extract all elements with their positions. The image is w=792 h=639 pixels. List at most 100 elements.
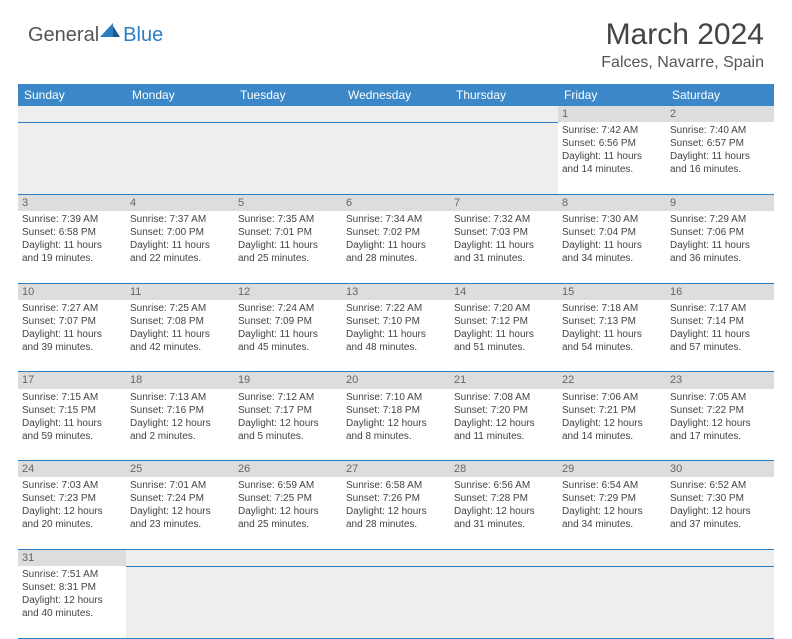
daylight-line-1: Daylight: 11 hours: [670, 150, 770, 163]
sunset-line: Sunset: 7:24 PM: [130, 492, 230, 505]
sunset-line: Sunset: 7:20 PM: [454, 404, 554, 417]
daylight-line-2: and 34 minutes.: [562, 518, 662, 531]
daylight-line-1: Daylight: 12 hours: [346, 505, 446, 518]
sunrise-line: Sunrise: 6:56 AM: [454, 479, 554, 492]
day-number-cell: 6: [342, 194, 450, 211]
sunset-line: Sunset: 7:14 PM: [670, 315, 770, 328]
day-content-cell: Sunrise: 7:12 AMSunset: 7:17 PMDaylight:…: [234, 389, 342, 461]
daylight-line-2: and 14 minutes.: [562, 163, 662, 176]
sunrise-line: Sunrise: 7:51 AM: [22, 568, 122, 581]
day-number-cell: 31: [18, 549, 126, 566]
day-content-cell: Sunrise: 7:20 AMSunset: 7:12 PMDaylight:…: [450, 300, 558, 372]
day-content-cell: Sunrise: 7:30 AMSunset: 7:04 PMDaylight:…: [558, 211, 666, 283]
day-number-cell: [450, 549, 558, 566]
sunset-line: Sunset: 7:17 PM: [238, 404, 338, 417]
sunrise-line: Sunrise: 7:37 AM: [130, 213, 230, 226]
sunrise-line: Sunrise: 7:29 AM: [670, 213, 770, 226]
day-content-cell: [126, 122, 234, 194]
day-content-cell: Sunrise: 7:15 AMSunset: 7:15 PMDaylight:…: [18, 389, 126, 461]
sunset-line: Sunset: 7:09 PM: [238, 315, 338, 328]
weekday-header: Friday: [558, 84, 666, 106]
sunrise-line: Sunrise: 7:12 AM: [238, 391, 338, 404]
sunrise-line: Sunrise: 7:18 AM: [562, 302, 662, 315]
sunset-line: Sunset: 6:56 PM: [562, 137, 662, 150]
sunset-line: Sunset: 7:21 PM: [562, 404, 662, 417]
day-content-cell: [18, 122, 126, 194]
sunrise-line: Sunrise: 7:34 AM: [346, 213, 446, 226]
header: General Blue March 2024 Falces, Navarre,…: [0, 0, 792, 78]
sunrise-line: Sunrise: 7:42 AM: [562, 124, 662, 137]
day-number-cell: [342, 106, 450, 122]
weekday-header: Wednesday: [342, 84, 450, 106]
daylight-line-1: Daylight: 12 hours: [22, 505, 122, 518]
day-content-cell: Sunrise: 7:05 AMSunset: 7:22 PMDaylight:…: [666, 389, 774, 461]
sunset-line: Sunset: 7:07 PM: [22, 315, 122, 328]
sunset-line: Sunset: 7:10 PM: [346, 315, 446, 328]
day-content-cell: [450, 566, 558, 638]
sunset-line: Sunset: 7:03 PM: [454, 226, 554, 239]
day-number-cell: 17: [18, 372, 126, 389]
day-content-cell: Sunrise: 7:32 AMSunset: 7:03 PMDaylight:…: [450, 211, 558, 283]
daylight-line-2: and 36 minutes.: [670, 252, 770, 265]
day-content-cell: Sunrise: 7:34 AMSunset: 7:02 PMDaylight:…: [342, 211, 450, 283]
sunset-line: Sunset: 7:18 PM: [346, 404, 446, 417]
sunrise-line: Sunrise: 7:22 AM: [346, 302, 446, 315]
sunset-line: Sunset: 7:04 PM: [562, 226, 662, 239]
day-number-cell: [234, 106, 342, 122]
day-content-cell: Sunrise: 6:52 AMSunset: 7:30 PMDaylight:…: [666, 477, 774, 549]
day-content-cell: Sunrise: 7:37 AMSunset: 7:00 PMDaylight:…: [126, 211, 234, 283]
daylight-line-1: Daylight: 12 hours: [454, 505, 554, 518]
sunset-line: Sunset: 7:30 PM: [670, 492, 770, 505]
day-content-cell: Sunrise: 7:08 AMSunset: 7:20 PMDaylight:…: [450, 389, 558, 461]
daylight-line-2: and 22 minutes.: [130, 252, 230, 265]
sunset-line: Sunset: 8:31 PM: [22, 581, 122, 594]
sunrise-line: Sunrise: 7:06 AM: [562, 391, 662, 404]
sunrise-line: Sunrise: 7:39 AM: [22, 213, 122, 226]
sunset-line: Sunset: 7:13 PM: [562, 315, 662, 328]
daylight-line-2: and 20 minutes.: [22, 518, 122, 531]
daylight-line-2: and 25 minutes.: [238, 252, 338, 265]
daylight-line-2: and 48 minutes.: [346, 341, 446, 354]
day-number-row: 17181920212223: [18, 372, 774, 389]
sunrise-line: Sunrise: 7:30 AM: [562, 213, 662, 226]
day-content-cell: Sunrise: 7:24 AMSunset: 7:09 PMDaylight:…: [234, 300, 342, 372]
day-content-cell: [234, 566, 342, 638]
daylight-line-2: and 14 minutes.: [562, 430, 662, 443]
day-number-cell: 18: [126, 372, 234, 389]
sunset-line: Sunset: 7:02 PM: [346, 226, 446, 239]
daylight-line-2: and 8 minutes.: [346, 430, 446, 443]
day-number-cell: 12: [234, 283, 342, 300]
sunrise-line: Sunrise: 6:58 AM: [346, 479, 446, 492]
daylight-line-2: and 17 minutes.: [670, 430, 770, 443]
daylight-line-1: Daylight: 12 hours: [346, 417, 446, 430]
sunset-line: Sunset: 7:08 PM: [130, 315, 230, 328]
daylight-line-2: and 42 minutes.: [130, 341, 230, 354]
month-title: March 2024: [601, 18, 764, 52]
daylight-line-1: Daylight: 11 hours: [130, 328, 230, 341]
day-number-cell: 11: [126, 283, 234, 300]
day-number-cell: 20: [342, 372, 450, 389]
daylight-line-2: and 54 minutes.: [562, 341, 662, 354]
daylight-line-1: Daylight: 12 hours: [238, 505, 338, 518]
daylight-line-2: and 28 minutes.: [346, 252, 446, 265]
daylight-line-1: Daylight: 11 hours: [562, 150, 662, 163]
day-number-cell: 14: [450, 283, 558, 300]
day-number-cell: 21: [450, 372, 558, 389]
day-number-cell: 4: [126, 194, 234, 211]
day-number-cell: 9: [666, 194, 774, 211]
day-number-row: 12: [18, 106, 774, 122]
day-number-cell: 29: [558, 461, 666, 478]
day-content-cell: Sunrise: 6:59 AMSunset: 7:25 PMDaylight:…: [234, 477, 342, 549]
sunset-line: Sunset: 7:26 PM: [346, 492, 446, 505]
day-number-cell: 10: [18, 283, 126, 300]
day-content-cell: Sunrise: 7:22 AMSunset: 7:10 PMDaylight:…: [342, 300, 450, 372]
day-number-cell: 26: [234, 461, 342, 478]
sunrise-line: Sunrise: 7:40 AM: [670, 124, 770, 137]
sunrise-line: Sunrise: 7:17 AM: [670, 302, 770, 315]
sunrise-line: Sunrise: 7:25 AM: [130, 302, 230, 315]
day-number-row: 24252627282930: [18, 461, 774, 478]
daylight-line-2: and 2 minutes.: [130, 430, 230, 443]
day-content-cell: [666, 566, 774, 638]
daylight-line-2: and 45 minutes.: [238, 341, 338, 354]
day-number-cell: 24: [18, 461, 126, 478]
